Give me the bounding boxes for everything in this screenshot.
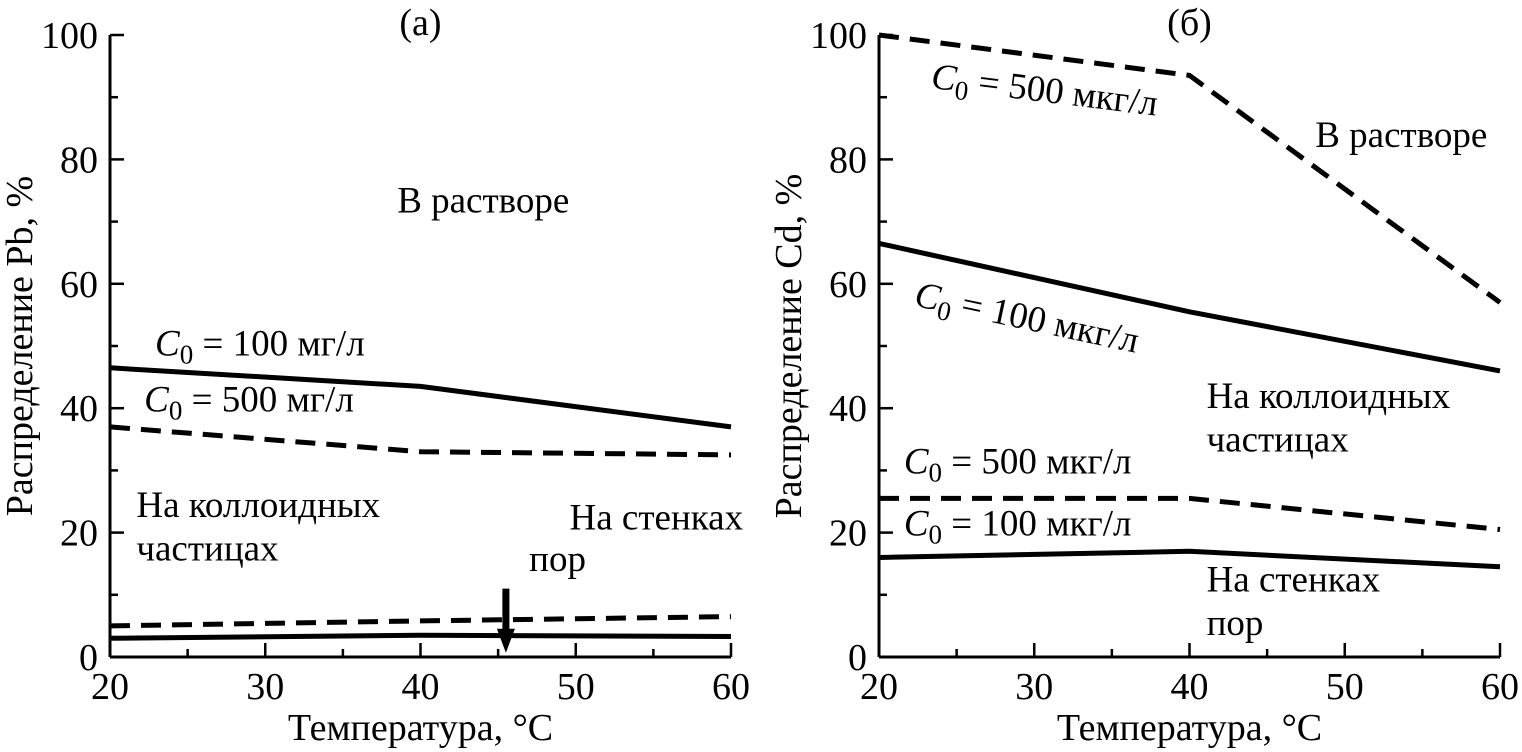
x-axis-label: Температура, °C [1057, 707, 1322, 749]
y-tick-label: 0 [79, 637, 98, 679]
x-axis-label: Температура, °C [288, 707, 553, 749]
annotation-c0-500-label: C0 = 500 мг/л [144, 379, 354, 425]
y-tick-label: 40 [60, 388, 98, 430]
x-tick-label: 30 [1015, 666, 1053, 708]
annotation-colloid-line1: На коллоидных [136, 485, 380, 526]
y-tick-label: 80 [60, 139, 98, 181]
y-tick-label: 60 [829, 264, 867, 306]
y-tick-label: 20 [829, 513, 867, 555]
series-line-4-solid [109, 632, 732, 641]
y-tick-label: 100 [41, 15, 98, 57]
series-line-3-dashed [109, 614, 732, 629]
series-line-4-solid [878, 548, 1501, 570]
annotation-c0-500-label-lower: C0 = 500 мкг/л [904, 442, 1132, 488]
x-tick-label: 50 [1326, 666, 1364, 708]
annotation-region-solution: В растворе [1315, 115, 1487, 156]
annotation-region-solution: В растворе [397, 180, 569, 221]
annotation-pore-walls-line2: пор [1207, 603, 1264, 644]
x-tick-label: 40 [402, 666, 440, 708]
y-tick-label: 100 [810, 15, 867, 57]
x-tick-label: 20 [91, 666, 129, 708]
series-line-1-dashed [878, 32, 1502, 305]
annotation-pore-walls-line2: пор [529, 539, 586, 580]
x-tick-label: 60 [1481, 666, 1519, 708]
y-tick-label: 0 [848, 637, 867, 679]
annotation-pore-walls-line1: На стенках [570, 497, 744, 538]
series-line-1-solid [109, 365, 732, 430]
x-tick-label: 50 [557, 666, 595, 708]
panel-label: (б) [1167, 2, 1212, 44]
pore-walls-arrow-head [496, 628, 515, 653]
annotation-c0-100-label: C0 = 100 мг/л [155, 323, 365, 369]
panel-label: (а) [399, 2, 441, 44]
y-tick-label: 80 [829, 139, 867, 181]
x-tick-label: 40 [1171, 666, 1209, 708]
annotation-c0-100-label: C0 = 100 мкг/л [910, 274, 1142, 366]
series-line-2-solid [878, 240, 1501, 374]
y-tick-label: 20 [60, 513, 98, 555]
y-tick-label: 40 [829, 388, 867, 430]
annotation-colloid-line2: частицах [136, 529, 279, 570]
annotation-pore-walls-line1: На стенках [1207, 560, 1381, 601]
y-axis-label: Распределение Cd, % [768, 174, 810, 519]
series-line-2-dashed [109, 424, 732, 458]
y-axis-label: Распределение Pb, % [0, 176, 41, 516]
annotation-colloid-line2: частицах [1207, 420, 1350, 461]
y-tick-label: 60 [60, 264, 98, 306]
series-line-3-dashed [879, 495, 1501, 532]
annotation-colloid-line1: На коллоидных [1207, 376, 1451, 417]
annotation-c0-100-label-lower: C0 = 100 мкг/л [904, 504, 1132, 550]
x-tick-label: 60 [712, 666, 750, 708]
x-tick-label: 20 [860, 666, 898, 708]
x-tick-label: 30 [246, 666, 284, 708]
